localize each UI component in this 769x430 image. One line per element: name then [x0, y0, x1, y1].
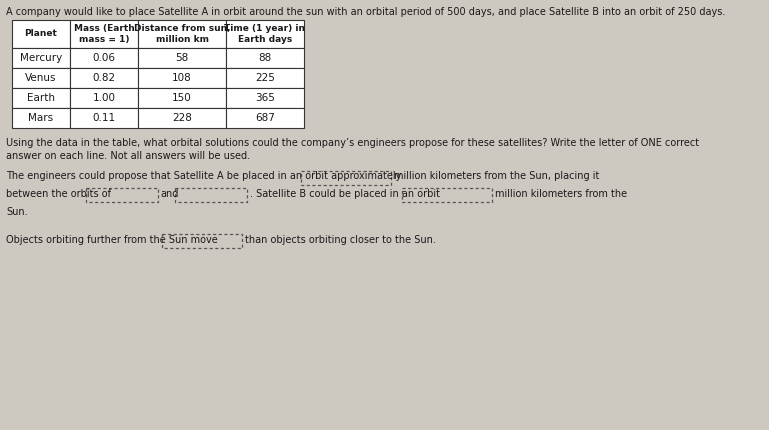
Bar	[138, 68, 226, 88]
Text: . Satellite B could be placed in an orbit: . Satellite B could be placed in an orbi…	[250, 189, 440, 199]
Bar	[226, 108, 304, 128]
Bar	[12, 68, 70, 88]
Bar	[70, 68, 138, 88]
Bar	[12, 88, 70, 108]
Bar	[70, 108, 138, 128]
Bar	[70, 20, 138, 48]
Text: than objects orbiting closer to the Sun.: than objects orbiting closer to the Sun.	[245, 235, 436, 245]
Text: million kilometers from the: million kilometers from the	[495, 189, 628, 199]
Bar	[12, 108, 70, 128]
Bar	[70, 48, 138, 68]
Text: 687: 687	[255, 113, 275, 123]
Text: 0.06: 0.06	[92, 53, 115, 63]
Text: between the orbits of: between the orbits of	[6, 189, 111, 199]
Text: 228: 228	[172, 113, 192, 123]
Text: 0.11: 0.11	[92, 113, 115, 123]
Text: Distance from sun,
million km: Distance from sun, million km	[134, 25, 230, 44]
Bar	[226, 48, 304, 68]
Bar	[138, 108, 226, 128]
Text: Planet: Planet	[25, 30, 58, 39]
Text: million kilometers from the Sun, placing it: million kilometers from the Sun, placing…	[394, 171, 599, 181]
Bar	[70, 88, 138, 108]
Text: Mass (Earth
mass = 1): Mass (Earth mass = 1)	[74, 25, 135, 44]
Bar	[226, 68, 304, 88]
Text: 58: 58	[175, 53, 188, 63]
Bar	[226, 88, 304, 108]
Text: 365: 365	[255, 93, 275, 103]
Text: and: and	[161, 189, 179, 199]
Text: 88: 88	[258, 53, 271, 63]
Bar	[12, 48, 70, 68]
Text: Mars: Mars	[28, 113, 54, 123]
Text: The engineers could propose that Satellite A be placed in an orbit approximately: The engineers could propose that Satelli…	[6, 171, 401, 181]
Text: 108: 108	[172, 73, 192, 83]
Bar	[138, 48, 226, 68]
Text: 225: 225	[255, 73, 275, 83]
Text: A company would like to place Satellite A in orbit around the sun with an orbita: A company would like to place Satellite …	[6, 7, 725, 17]
Text: answer on each line. Not all answers will be used.: answer on each line. Not all answers wil…	[6, 151, 250, 161]
Text: Objects orbiting further from the Sun move: Objects orbiting further from the Sun mo…	[6, 235, 218, 245]
Bar	[226, 20, 304, 48]
Text: Using the data in the table, what orbital solutions could the company’s engineer: Using the data in the table, what orbita…	[6, 138, 699, 148]
Text: Mercury: Mercury	[20, 53, 62, 63]
Text: Venus: Venus	[25, 73, 57, 83]
Text: 1.00: 1.00	[92, 93, 115, 103]
Bar	[138, 88, 226, 108]
Text: Earth: Earth	[27, 93, 55, 103]
Text: Time (1 year) in
Earth days: Time (1 year) in Earth days	[225, 25, 305, 44]
Text: 0.82: 0.82	[92, 73, 115, 83]
Bar	[12, 20, 70, 48]
Text: Sun.: Sun.	[6, 207, 28, 217]
Bar	[138, 20, 226, 48]
Text: 150: 150	[172, 93, 192, 103]
